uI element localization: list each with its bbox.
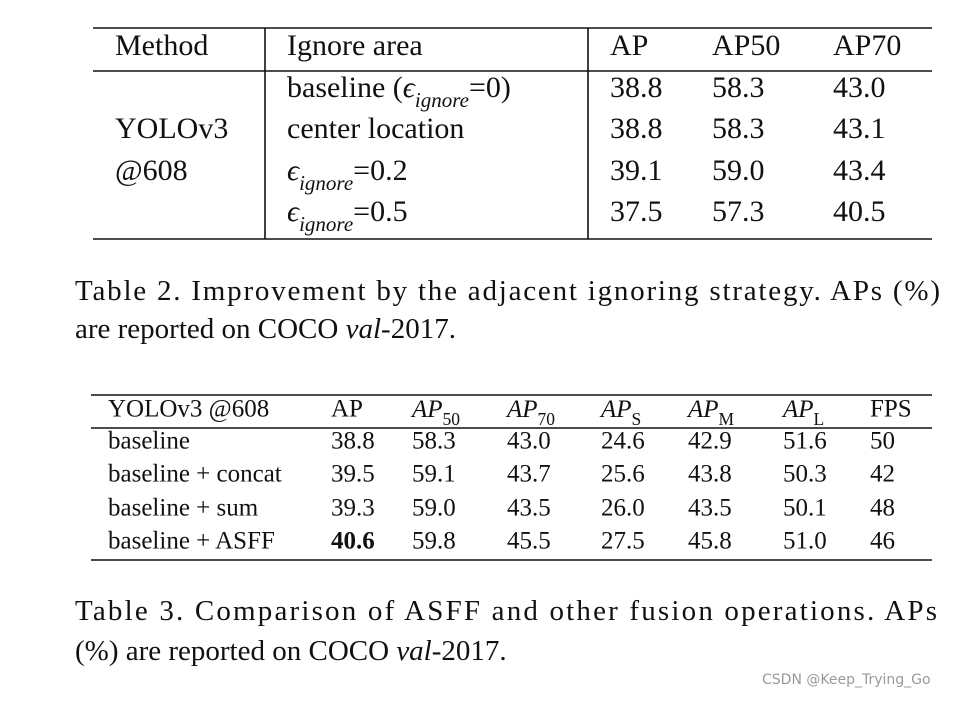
cell: baseline + ASFF (108, 528, 275, 555)
cell: APL (781, 396, 824, 429)
cell: AP70 (833, 29, 901, 62)
cell: 59.0 (712, 154, 765, 187)
cell: 43.0 (833, 71, 886, 104)
cell: Ignore area (287, 29, 423, 62)
cell: 45.8 (688, 528, 732, 555)
cell-sub: M (719, 409, 735, 429)
cell: APS (599, 396, 641, 429)
caption-text: Table 3. Comparison of ASFF and other fu… (75, 595, 937, 627)
cell-sub: ignore (299, 212, 353, 236)
cell: 50.1 (783, 495, 827, 522)
cell: 46 (870, 528, 895, 555)
cell: 42 (870, 461, 895, 488)
cell: 38.8 (610, 71, 663, 104)
caption-italic: val (346, 313, 381, 345)
cell: Method (115, 29, 208, 62)
cell: AP (610, 29, 648, 62)
caption-line: are reported on COCO val-2017. (75, 313, 456, 345)
cell-sub: L (814, 409, 825, 429)
cell: 50.3 (783, 461, 827, 488)
cell: 45.5 (507, 528, 551, 555)
cell: center location (287, 112, 464, 145)
caption-text: are reported on COCO (75, 313, 346, 345)
cell: 59.1 (412, 461, 456, 488)
cell-base: AP (599, 396, 632, 423)
cell: AP50 (712, 29, 780, 62)
cell: baseline + concat (108, 461, 282, 488)
cell-sub: ignore (299, 171, 353, 195)
caption-italic: val (396, 635, 431, 667)
cell-sub: 50 (443, 409, 461, 429)
cell: YOLOv3 @608 (108, 396, 269, 423)
cell-base: AP (505, 396, 538, 423)
cell: 42.9 (688, 428, 732, 455)
cell: 48 (870, 495, 895, 522)
cell-base: AP (781, 396, 814, 423)
cell: 38.8 (331, 428, 375, 455)
cell-suffix: =0.2 (353, 154, 407, 187)
watermark: CSDN @Keep_Trying_Go (762, 672, 931, 688)
cell: 51.0 (783, 528, 827, 555)
cell: AP (331, 396, 363, 423)
caption-line: Table 3. Comparison of ASFF and other fu… (75, 595, 937, 627)
cell: @608 (115, 154, 188, 187)
cell: FPS (870, 396, 912, 423)
cell-base: AP (410, 396, 443, 423)
cell-sub: S (632, 409, 642, 429)
cell: 39.5 (331, 461, 375, 488)
cell: 27.5 (601, 528, 645, 555)
cell: 51.6 (783, 428, 827, 455)
cell-symbol: ϵ (287, 154, 301, 187)
caption-text: Table 2. Improvement by the adjacent ign… (75, 275, 940, 307)
cell: 43.5 (688, 495, 732, 522)
cell: 43.7 (507, 461, 551, 488)
cell: baseline (ϵignore=0) (287, 71, 511, 112)
cell: 43.5 (507, 495, 551, 522)
cell-sub: ignore (415, 88, 469, 112)
cell: baseline (108, 428, 190, 455)
cell: 24.6 (601, 428, 645, 455)
cell: ϵignore=0.2 (287, 154, 408, 195)
cell: 57.3 (712, 195, 765, 228)
cell-prefix: baseline ( (287, 71, 403, 104)
cell: 26.0 (601, 495, 645, 522)
cell: 39.1 (610, 154, 663, 187)
cell: AP50 (410, 396, 460, 429)
cell: 43.8 (688, 461, 732, 488)
cell: APM (686, 396, 735, 429)
cell-suffix: =0) (469, 71, 511, 104)
cell: 43.4 (833, 154, 886, 187)
cell-suffix: =0.5 (353, 195, 407, 228)
cell: 58.3 (712, 71, 765, 104)
cell-sub: 70 (538, 409, 556, 429)
cell: 50 (870, 428, 895, 455)
cell: YOLOv3 (115, 112, 228, 145)
cell-base: AP (686, 396, 719, 423)
caption-line: Table 2. Improvement by the adjacent ign… (75, 275, 940, 307)
cell: 40.5 (833, 195, 886, 228)
cell: 43.0 (507, 428, 551, 455)
cell-symbol: ϵ (287, 195, 301, 228)
cell: 59.0 (412, 495, 456, 522)
cell: 37.5 (610, 195, 663, 228)
cell: 38.8 (610, 112, 663, 145)
cell: 58.3 (712, 112, 765, 145)
cell: 58.3 (412, 428, 456, 455)
cell: ϵignore=0.5 (287, 195, 408, 236)
cell-symbol: ϵ (403, 71, 417, 104)
cell: 25.6 (601, 461, 645, 488)
cell: 40.6 (331, 528, 375, 555)
caption-line: (%) are reported on COCO val-2017. (75, 635, 507, 667)
cell: AP70 (505, 396, 555, 429)
cell: 39.3 (331, 495, 375, 522)
caption-text: (%) are reported on COCO (75, 635, 396, 667)
cell: baseline + sum (108, 495, 259, 522)
caption-text: -2017. (432, 635, 507, 667)
cell: 59.8 (412, 528, 456, 555)
caption-text: -2017. (381, 313, 456, 345)
cell: 43.1 (833, 112, 886, 145)
